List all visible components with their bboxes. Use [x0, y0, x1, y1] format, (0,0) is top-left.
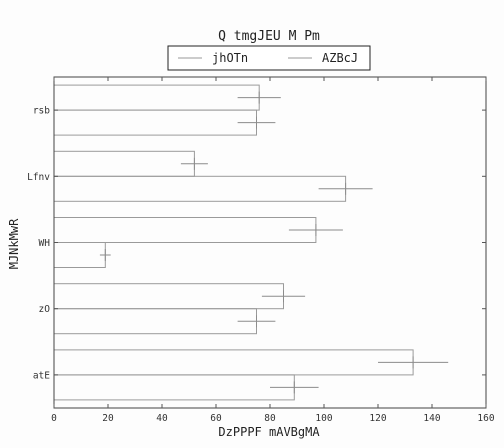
x-tick-label-80: 80 — [264, 413, 276, 424]
y-tick-label-ate: atE — [33, 370, 50, 381]
legend: jhOTn AZBcJ — [167, 45, 371, 71]
x-tick-label-100: 100 — [315, 413, 332, 424]
y-tick-label-zo: zO — [39, 304, 51, 315]
bar-jhotn-lfnv — [53, 175, 347, 202]
chart-title: Q tmgJEU M Pm — [218, 29, 320, 44]
bar-azbcj-zo — [53, 283, 284, 310]
plot-area — [53, 84, 449, 401]
x-tick-label-140: 140 — [423, 413, 440, 424]
y-tick-label-wh: WH — [39, 238, 51, 249]
y-axis: atE zO WH Lfnv rsb — [27, 106, 486, 381]
x-tick-label-60: 60 — [210, 413, 222, 424]
x-axis: 0 20 40 60 80 100 120 140 160 — [51, 77, 495, 424]
bar-jhotn-zo — [53, 308, 257, 335]
x-tick-label-120: 120 — [369, 413, 386, 424]
x-tick-label-40: 40 — [156, 413, 168, 424]
bar-azbcj-ate — [53, 349, 414, 376]
y-tick-label-rsb: rsb — [33, 106, 50, 117]
bar-jhotn-ate — [53, 374, 295, 401]
y-axis-title: MJNkMwR — [7, 218, 21, 269]
legend-label-azbcj: AZBcJ — [322, 51, 358, 65]
x-tick-label-0: 0 — [51, 413, 57, 424]
bar-jhotn-rsb — [53, 109, 257, 136]
x-tick-label-160: 160 — [477, 413, 494, 424]
bar-jhotn-wh — [53, 242, 106, 268]
x-tick-label-20: 20 — [102, 413, 114, 424]
bar-azbcj-rsb — [53, 84, 260, 111]
x-axis-title: DzPPPF mAVBgMA — [218, 425, 320, 439]
y-tick-label-lfnv: Lfnv — [27, 172, 50, 183]
bar-azbcj-wh — [53, 217, 317, 243]
bar-azbcj-lfnv — [53, 150, 195, 177]
legend-label-jhotn: jhOTn — [212, 51, 248, 65]
